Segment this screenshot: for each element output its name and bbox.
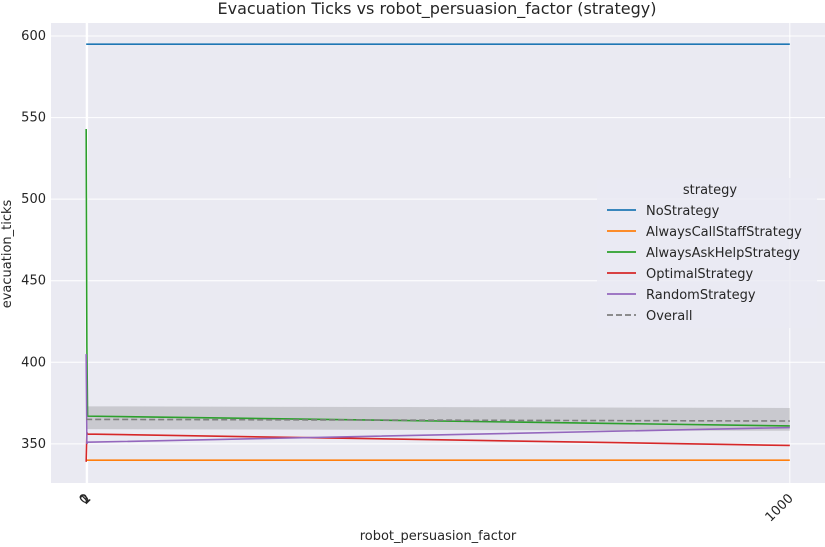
series-line [86, 418, 790, 422]
legend-label: Overall [646, 309, 692, 324]
legend: strategy NoStrategy AlwaysCallStaffStrate… [597, 178, 817, 328]
legend-label: AlwaysAskHelpStrategy [646, 246, 800, 261]
series-line [85, 129, 790, 427]
chart-title: Evacuation Ticks vs robot_persuasion_fac… [218, 0, 657, 19]
y-tick-label: 350 [21, 437, 46, 452]
x-axis-label: robot_persuasion_factor [360, 529, 517, 543]
x-tick-labels: 012 1000 [77, 491, 797, 525]
y-tick-label: 600 [21, 29, 46, 44]
legend-label: OptimalStrategy [646, 267, 753, 282]
legend-label: AlwaysCallStaffStrategy [646, 225, 802, 240]
x-tick-label: 1000 [763, 491, 797, 525]
y-tick-label: 450 [21, 274, 46, 289]
y-tick-label: 400 [21, 355, 46, 370]
series-layer [85, 43, 790, 462]
legend-frame [597, 178, 817, 328]
x-tick-label: 2 [78, 491, 94, 507]
y-tick-labels: 350 400 450 500 550 600 [21, 29, 46, 452]
y-tick-label: 550 [21, 111, 46, 126]
y-axis-label: evacuation_ticks [0, 199, 15, 308]
legend-label: NoStrategy [646, 204, 720, 219]
confidence-band-layer [86, 406, 790, 431]
legend-title: strategy [683, 183, 738, 198]
y-tick-label: 500 [21, 192, 46, 207]
series-line [85, 354, 790, 445]
confidence-band [86, 406, 790, 431]
legend-label: RandomStrategy [646, 288, 756, 303]
